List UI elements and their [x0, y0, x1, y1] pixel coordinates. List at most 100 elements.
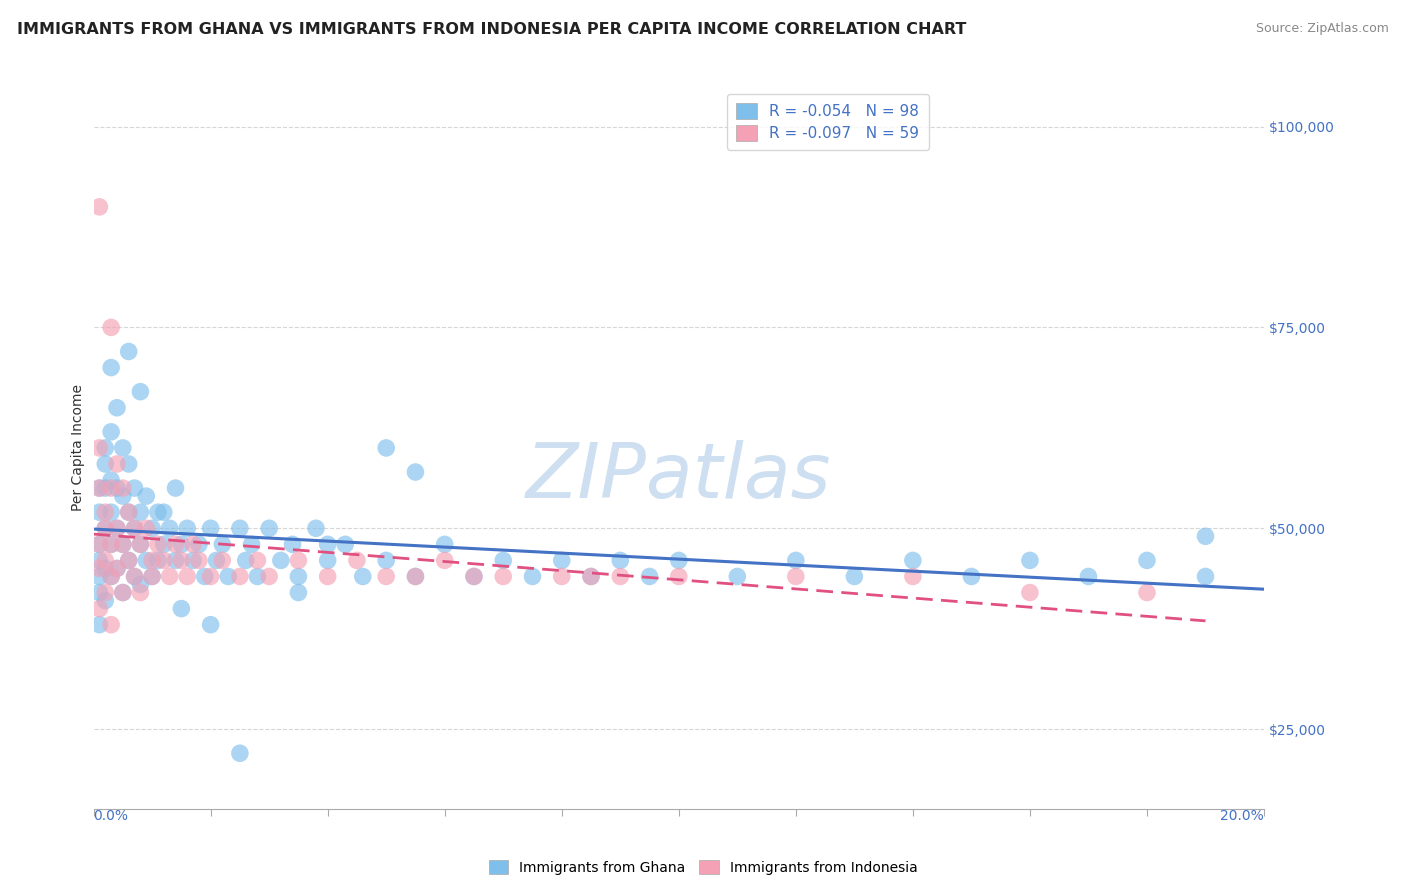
Point [129, 537, 152, 551]
Point [200, 617, 222, 632]
Point [135, 553, 157, 567]
Point [1136, 553, 1159, 567]
Point [100, 505, 122, 519]
Point [100, 537, 122, 551]
Point [170, 601, 193, 615]
Text: IMMIGRANTS FROM GHANA VS IMMIGRANTS FROM INDONESIA PER CAPITA INCOME CORRELATION: IMMIGRANTS FROM GHANA VS IMMIGRANTS FROM… [17, 22, 966, 37]
Point [100, 320, 122, 334]
Point [217, 569, 239, 583]
Point [94, 585, 117, 599]
Point [111, 537, 134, 551]
Point [270, 553, 292, 567]
Point [159, 569, 181, 583]
Point [89, 505, 111, 519]
Point [901, 553, 924, 567]
Point [118, 553, 141, 567]
Point [492, 553, 515, 567]
Point [211, 553, 233, 567]
Point [404, 465, 426, 479]
Point [176, 521, 198, 535]
Point [89, 617, 111, 632]
Point [89, 585, 111, 599]
Point [725, 569, 748, 583]
Point [94, 505, 117, 519]
Point [551, 553, 574, 567]
Point [257, 569, 280, 583]
Point [551, 569, 574, 583]
Point [375, 569, 398, 583]
Point [668, 553, 690, 567]
Point [375, 553, 398, 567]
Point [433, 537, 456, 551]
Point [229, 569, 252, 583]
Point [89, 481, 111, 495]
Point [111, 585, 134, 599]
Point [111, 585, 134, 599]
Point [111, 537, 134, 551]
Point [100, 569, 122, 583]
Point [181, 537, 204, 551]
Point [844, 569, 866, 583]
Point [89, 601, 111, 615]
Point [94, 521, 117, 535]
Point [1194, 529, 1216, 543]
Point [89, 537, 111, 551]
Point [153, 553, 176, 567]
Point [433, 553, 456, 567]
Point [129, 537, 152, 551]
Point [165, 481, 187, 495]
Point [522, 569, 544, 583]
Point [129, 577, 152, 591]
Point [89, 561, 111, 575]
Point [609, 553, 631, 567]
Point [579, 569, 602, 583]
Point [141, 553, 163, 567]
Point [94, 553, 117, 567]
Point [200, 521, 222, 535]
Point [94, 457, 117, 471]
Point [135, 489, 157, 503]
Point [146, 537, 169, 551]
Point [170, 553, 193, 567]
Point [118, 457, 141, 471]
Point [609, 569, 631, 583]
Point [463, 569, 485, 583]
Point [105, 521, 128, 535]
Point [176, 569, 198, 583]
Point [579, 569, 602, 583]
Point [305, 521, 328, 535]
Point [146, 505, 169, 519]
Point [105, 521, 128, 535]
Text: ZIPatlas: ZIPatlas [526, 440, 831, 514]
Point [129, 384, 152, 399]
Point [89, 441, 111, 455]
Point [352, 569, 374, 583]
Point [124, 569, 146, 583]
Point [159, 521, 181, 535]
Point [153, 537, 176, 551]
Point [316, 553, 339, 567]
Point [165, 553, 187, 567]
Point [165, 537, 187, 551]
Point [240, 537, 263, 551]
Point [94, 521, 117, 535]
Point [187, 537, 209, 551]
Point [105, 401, 128, 415]
Point [100, 481, 122, 495]
Text: 0.0%: 0.0% [94, 809, 128, 823]
Point [146, 553, 169, 567]
Point [492, 569, 515, 583]
Point [785, 553, 807, 567]
Point [89, 569, 111, 583]
Point [246, 569, 269, 583]
Point [668, 569, 690, 583]
Point [118, 344, 141, 359]
Point [181, 553, 204, 567]
Point [346, 553, 368, 567]
Point [287, 569, 309, 583]
Point [785, 569, 807, 583]
Point [111, 489, 134, 503]
Point [404, 569, 426, 583]
Point [211, 537, 233, 551]
Point [287, 585, 309, 599]
